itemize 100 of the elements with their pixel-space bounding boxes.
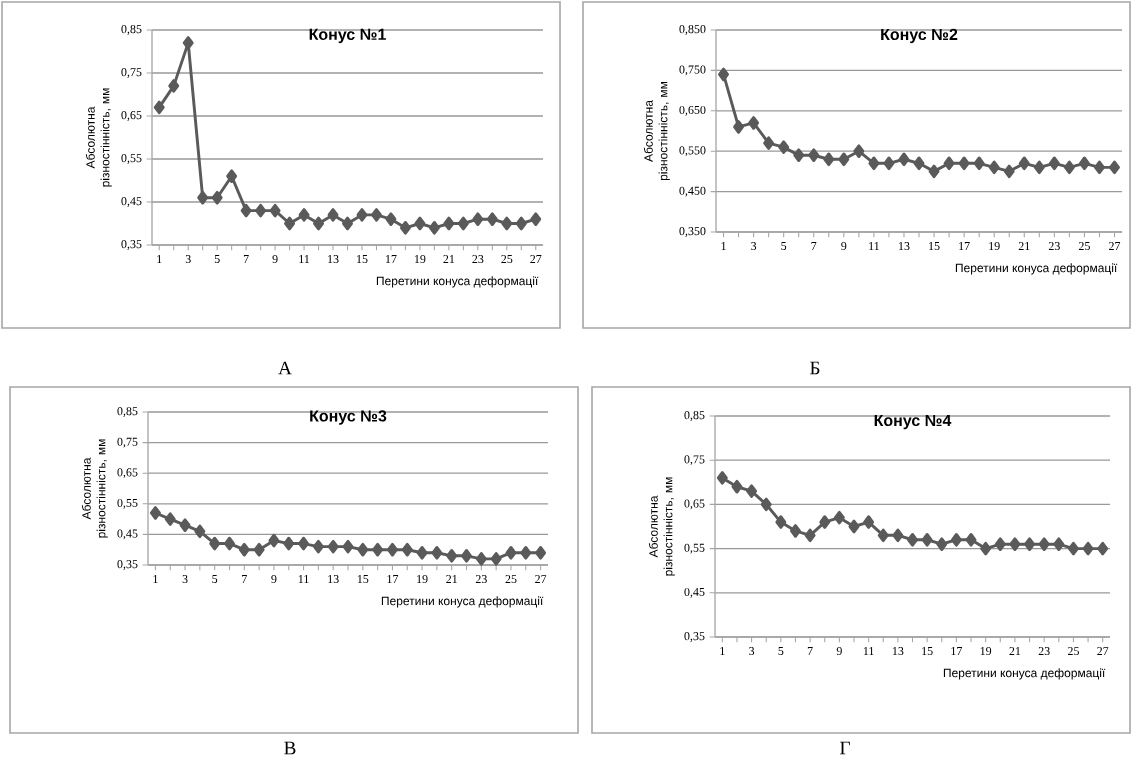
x-tick-label: 21 [1009,647,1021,655]
x-tick-label: 3 [182,575,188,584]
point [965,532,977,547]
point [313,216,325,231]
y-tick-label: 0,85 [121,25,142,35]
chart-title: Конус №2 [881,28,958,44]
x-tick-label: 13 [328,255,339,264]
y-tick-label: 0,45 [117,529,138,540]
point [988,160,1000,175]
point [515,216,527,231]
point [298,208,310,222]
point [731,479,743,494]
point [194,524,206,539]
y-tick-label: 0,35 [117,560,138,570]
x-tick-label: 9 [841,242,847,251]
x-tick-label: 5 [781,242,787,251]
x-tick-label: 13 [899,242,910,251]
x-tick-label: 3 [185,255,191,264]
x-tick-label: 5 [214,255,220,264]
y-tick-label: 0,55 [684,543,705,554]
point [793,148,805,163]
point [443,216,455,231]
point [472,212,484,226]
point [357,542,369,557]
point [868,156,880,171]
point [386,542,398,557]
chart-title: Конус №1 [309,28,386,44]
point [921,532,933,547]
x-tick-label: 1 [157,255,162,263]
point [958,156,970,171]
point [833,510,845,525]
point [775,515,787,529]
x-tick-label: 15 [357,575,369,584]
point [372,542,384,557]
point [733,120,745,134]
point [1024,537,1036,551]
x-axis-title: Перетини конуса деформації [955,263,1118,275]
point [1053,537,1065,551]
point [283,536,295,551]
x-tick-label: 19 [980,647,992,656]
point [716,471,728,485]
point [197,190,209,205]
point [327,208,339,222]
x-axis-title: Перетини конуса деформації [943,668,1106,680]
point [164,512,176,526]
x-tick-label: 13 [892,647,904,656]
point [778,140,790,154]
x-tick-label: 23 [1038,647,1050,656]
x-tick-label: 7 [811,242,817,250]
point [446,549,458,563]
point [535,545,547,560]
point [1048,156,1060,171]
point [980,541,992,556]
y-axis-title: Абсолютна різностінність, мм [643,81,670,181]
x-tick-label: 15 [357,255,368,264]
x-tick-label: 1 [721,242,726,250]
point [838,152,850,167]
y-tick-label: 0,35 [121,240,142,250]
x-tick-label: 11 [298,575,309,583]
y-tick-label: 0,450 [679,186,706,197]
point [760,497,772,512]
point [883,156,895,171]
y-tick-label: 0,550 [679,146,706,157]
x-tick-label: 21 [1018,242,1030,250]
x-tick-label: 9 [272,255,278,264]
x-tick-label: 25 [501,255,513,264]
point [153,100,165,115]
y-tick-label: 0,55 [121,154,142,164]
x-tick-label: 25 [505,575,517,584]
y-axis-title: Абсолютна різностінність, мм [81,439,108,538]
point [240,203,252,218]
x-tick-label: 3 [749,647,755,656]
point [505,545,517,560]
y-tick-label: 0,350 [679,227,706,237]
text: Г [840,741,850,755]
x-tick-label: 11 [863,647,874,655]
point [790,524,801,538]
y-tick-label: 0,45 [121,197,142,207]
point [416,545,428,560]
x-tick-label: 1 [153,575,158,583]
point [892,528,904,543]
x-tick-label: 23 [475,575,487,584]
x-tick-label: 9 [836,647,842,656]
y-tick-label: 0,45 [684,587,705,598]
point [863,515,875,529]
chart-title: Конус №3 [310,410,387,425]
y-tick-label: 0,750 [679,65,706,76]
point [312,539,324,554]
x-axis-title: Перетини конуса деформації [381,596,544,608]
point [943,156,955,171]
point [718,67,729,82]
point [1093,160,1105,175]
x-tick-label: 19 [417,575,428,584]
point [877,528,889,543]
point [182,36,194,50]
point [327,539,339,554]
x-tick-label: 23 [472,255,484,264]
point [342,539,354,554]
point [763,136,775,150]
x-tick-label: 7 [807,647,813,655]
